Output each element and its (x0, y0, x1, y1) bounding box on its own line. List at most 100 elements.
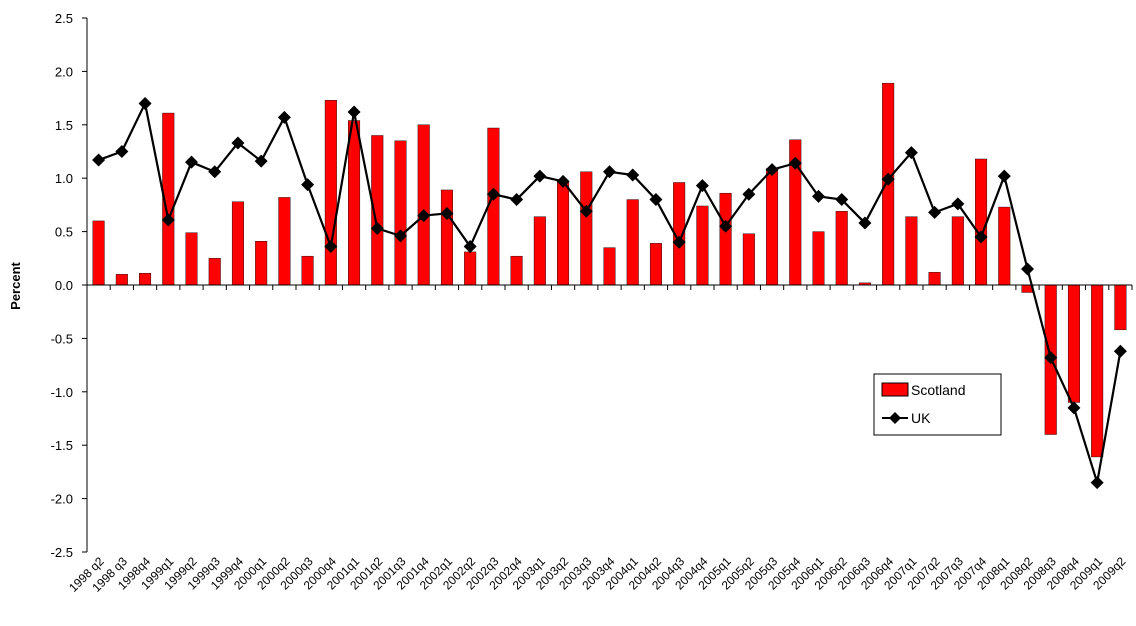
uk-point (533, 169, 547, 183)
bar-scotland (417, 124, 430, 286)
bar-scotland (440, 189, 453, 286)
bar-scotland (115, 274, 128, 286)
uk-point (486, 187, 500, 201)
uk-point (672, 235, 686, 249)
uk-point (951, 197, 965, 211)
uk-point (742, 187, 756, 201)
y-tick-label: -2.0 (51, 492, 73, 507)
bar-scotland (766, 168, 779, 286)
bar-scotland (139, 273, 152, 286)
axes (82, 17, 1133, 553)
y-tick-label: -2.5 (51, 545, 73, 560)
bar-scotland (696, 205, 709, 286)
uk-point (765, 163, 779, 177)
bar-scotland (928, 271, 941, 286)
uk-point (440, 206, 454, 220)
uk-point (115, 145, 129, 158)
bar-scotland (975, 158, 988, 286)
uk-point (812, 189, 825, 203)
bar-scotland (324, 100, 337, 286)
y-tick-label: -1.0 (51, 385, 73, 400)
uk-point (1090, 476, 1104, 490)
bar-scotland (1067, 284, 1080, 403)
uk-point (1113, 344, 1127, 358)
uk-point (347, 105, 361, 119)
y-tick-label: 2.5 (55, 11, 73, 26)
bar-scotland (649, 243, 662, 286)
uk-point (904, 146, 918, 160)
bar-scotland (510, 255, 523, 286)
legend-swatch-scotland (881, 382, 909, 397)
uk-point (185, 155, 198, 169)
uk-point (138, 96, 152, 110)
uk-point (161, 213, 175, 227)
y-axis-title: Percent (8, 261, 23, 309)
bar-scotland (348, 120, 361, 286)
bar-scotland (231, 201, 244, 286)
y-tick-label: -0.5 (51, 331, 73, 346)
legend-marker-uk (889, 412, 901, 424)
uk-point (997, 169, 1011, 183)
bar-scotland (580, 171, 593, 286)
y-tick-label: 1.5 (55, 118, 73, 133)
uk-point (231, 136, 245, 150)
uk-point (394, 229, 407, 243)
uk-point (208, 165, 222, 179)
bar-scotland (185, 232, 198, 286)
uk-point (881, 172, 895, 186)
bar-scotland (951, 216, 964, 286)
uk-point (626, 168, 640, 182)
legend-label-uk: UK (911, 410, 931, 426)
bar-scotland (603, 247, 616, 286)
bar-scotland (208, 258, 221, 286)
bar-scotland (742, 233, 755, 286)
bar-scotland (92, 220, 105, 286)
bar-scotland (719, 192, 732, 286)
uk-point (603, 165, 616, 179)
uk-point (928, 205, 942, 219)
bar-scotland (533, 216, 546, 286)
y-tick-label: 2.0 (55, 64, 73, 79)
bar-scotland (1091, 284, 1104, 458)
uk-line (92, 96, 1127, 490)
tick-labels: 2.52.01.51.00.50.0-0.5-1.0-1.5-2.0-2.519… (51, 11, 1129, 595)
uk-point (719, 219, 733, 233)
uk-point (370, 221, 384, 235)
y-tick-label: -1.5 (51, 438, 73, 453)
bar-scotland (905, 216, 918, 286)
bar-scotland (998, 206, 1011, 286)
uk-point (92, 153, 106, 167)
uk-point (1044, 351, 1058, 365)
y-tick-label: 0.0 (55, 278, 73, 293)
uk-point (695, 179, 709, 193)
bar-scotland (487, 127, 500, 286)
bar-scotland (255, 241, 268, 286)
bar-scotland (1114, 284, 1127, 331)
bar-scotland (464, 251, 477, 286)
uk-point (324, 240, 338, 254)
uk-point (254, 154, 268, 168)
bar-scotland (301, 255, 314, 286)
bar-scotland (835, 211, 848, 286)
bar-scotland (394, 140, 407, 286)
uk-point (1067, 401, 1081, 415)
uk-point (649, 193, 663, 207)
y-tick-label: 0.5 (55, 225, 73, 240)
bar-scotland (812, 231, 825, 286)
bar-scotland (278, 197, 291, 286)
legend-label-scotland: Scotland (911, 382, 965, 398)
uk-point (788, 156, 802, 170)
bar-scotland (626, 199, 639, 286)
scotland-bars (92, 82, 1127, 458)
bar-scotland (557, 181, 570, 286)
uk-point (277, 110, 291, 124)
uk-point (858, 216, 872, 230)
y-tick-label: 1.0 (55, 171, 73, 186)
legend: Scotland UK (873, 373, 1002, 436)
uk-point (835, 193, 849, 207)
uk-point (974, 230, 988, 244)
uk-point (417, 209, 431, 223)
uk-point (1021, 262, 1034, 276)
